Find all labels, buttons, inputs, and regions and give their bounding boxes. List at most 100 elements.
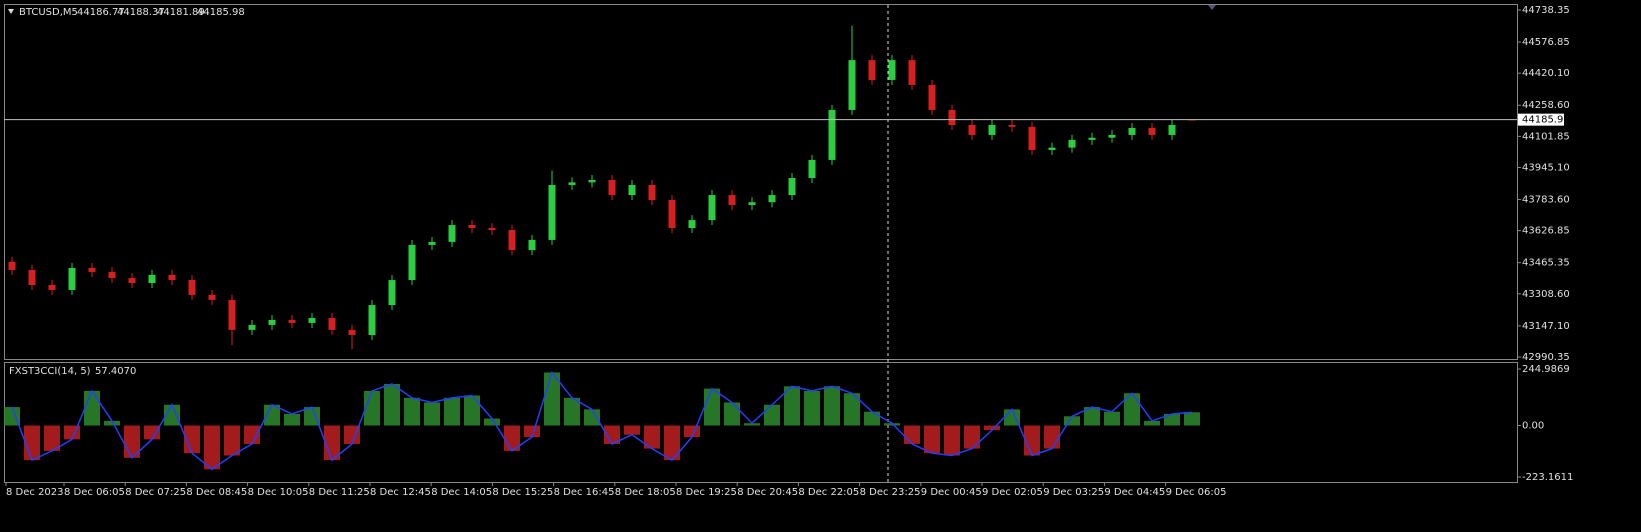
x-tick-label: 9 Dec 02:05 [982,487,1043,498]
candle-body [748,202,756,206]
histogram-bar [4,407,20,426]
candle-body [488,228,496,231]
histogram-bar [524,425,540,438]
candle-body [28,269,36,286]
candle-body [1108,134,1116,138]
histogram-bar [364,390,380,426]
x-tick-label: 8 Dec 16:45 [554,487,615,498]
y-tick-label: 43465.35 [1522,258,1570,269]
histogram-bar [284,413,300,426]
histogram-bar [1024,425,1040,456]
price-label: 44185.98 [1522,115,1570,126]
y-tick-label: 44576.85 [1522,37,1570,48]
histogram-bar [344,425,360,444]
candle-body [828,109,836,160]
histogram-bar [704,388,720,426]
candle-body [408,244,416,281]
x-tick-label: 8 Dec 19:25 [676,487,737,498]
candle-body [468,225,476,229]
x-tick-label: 8 Dec 08:45 [186,487,247,498]
candle-body [1128,127,1136,135]
candle-body [108,271,116,279]
y-tick-label: 43945.10 [1522,162,1570,173]
candle-body [388,280,396,306]
histogram-bar [384,383,400,426]
x-tick-label: 8 Dec 12:45 [370,487,431,498]
y-tick-label: 43626.85 [1522,226,1570,237]
histogram-bar [724,402,740,426]
candle-body [548,184,556,240]
candle-body [508,230,516,251]
candle-body [528,239,536,251]
candle-body [808,159,816,179]
candle-body [188,280,196,295]
candle-body [8,261,16,270]
candle-body [148,274,156,284]
candle-body [608,179,616,196]
header-high: 44188.37 [117,7,165,18]
candle-body [288,319,296,323]
candle-body [708,195,716,221]
y-tick-label: 42990.35 [1522,352,1570,363]
x-tick-label: 9 Dec 03:25 [1043,487,1104,498]
histogram-bar [784,386,800,426]
candle-body [1168,125,1176,135]
y-tick-label: 43783.60 [1522,195,1570,206]
candle-body [348,329,356,336]
histogram-bar [924,425,940,454]
y-tick-label: -223.1611 [1522,472,1573,483]
histogram-bar [584,409,600,426]
histogram-bar [164,404,180,426]
indicator-value: 57.4070 [95,366,136,377]
x-tick-label: 9 Dec 04:45 [1104,487,1165,498]
histogram-bar [604,425,620,444]
x-tick-label: 9 Dec 00:45 [921,487,982,498]
y-tick-label: 43147.10 [1522,321,1570,332]
candle-body [728,195,736,206]
histogram-bar [744,423,760,426]
candle-body [848,60,856,110]
histogram-bar [304,407,320,426]
candle-body [908,60,916,85]
candle-body [1068,139,1076,148]
histogram-bar [964,425,980,449]
histogram-bar [624,425,640,435]
shift-marker [1208,5,1216,10]
candle-body [128,278,136,284]
y-tick-label: 244.9869 [1522,364,1570,375]
candle-body [68,267,76,290]
histogram-bar [1124,393,1140,426]
price-label-box [1518,113,1564,126]
candle-body [688,220,696,229]
menu-arrow[interactable] [8,9,14,14]
candle-body [328,317,336,330]
histogram-bar [424,402,440,426]
histogram-bar [1044,425,1060,449]
x-tick-label: 8 Dec 14:05 [431,487,492,498]
histogram-bar [684,425,700,438]
candle-body [588,179,596,183]
histogram-bar [1184,412,1200,426]
histogram-bar [564,397,580,426]
candle-body [208,294,216,300]
candle-body [248,324,256,330]
candle-body [868,60,876,80]
candle-body [568,182,576,185]
candle-body [648,184,656,201]
candle-body [988,125,996,135]
candle-body [168,274,176,281]
histogram-bar [44,425,60,451]
histogram-bar [844,393,860,426]
symbol-title: BTCUSD,M5 [19,7,78,18]
histogram-bar [944,425,960,456]
candle-body [1048,147,1056,151]
histogram-bar [1164,413,1180,426]
histogram-bar [1064,416,1080,426]
y-tick-label: 43308.60 [1522,289,1570,300]
candle-body [368,305,376,336]
x-tick-label: 8 Dec 22:05 [798,487,859,498]
candle-body [1088,137,1096,140]
histogram-bar [404,397,420,426]
y-tick-label: 44258.60 [1522,100,1570,111]
